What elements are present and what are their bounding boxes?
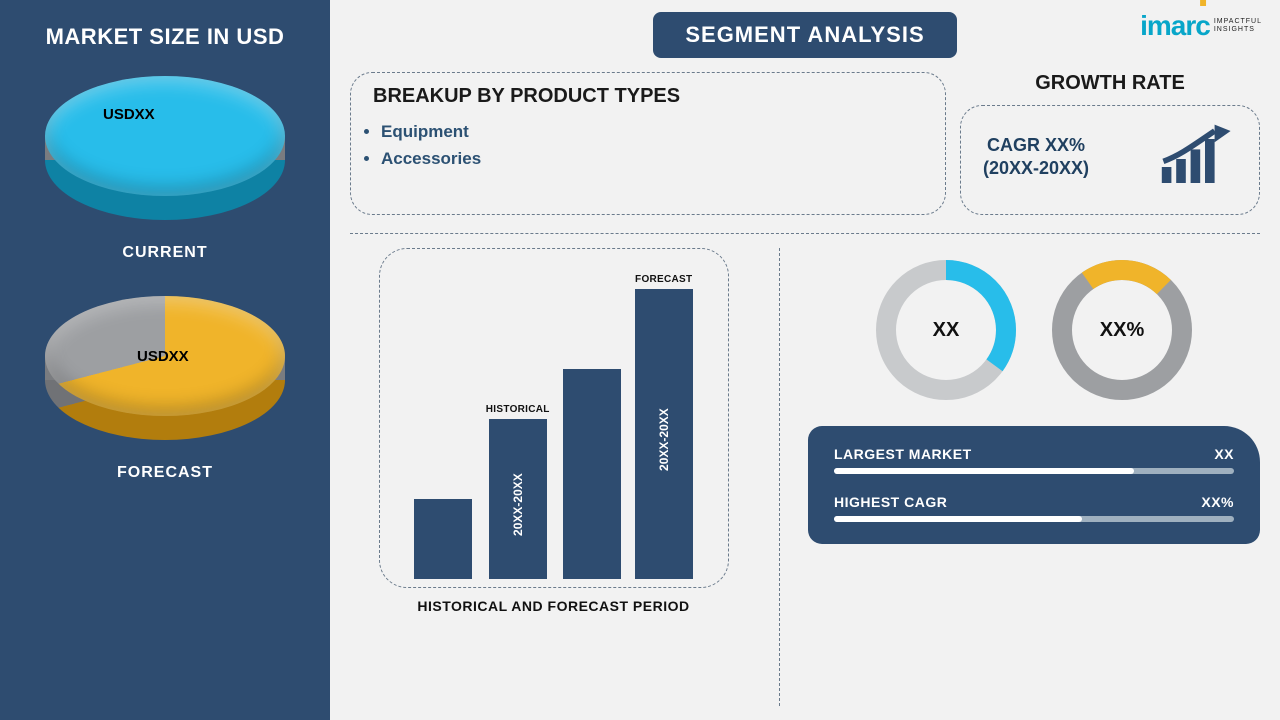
donut-d2: XX%	[1052, 260, 1192, 400]
bar-inlabel-3: 20XX-20XX	[657, 408, 671, 471]
bar-chart-pane: HISTORICAL 20XX-20XX FORECAST 20XX-20XX HIS…	[350, 248, 780, 706]
info-label-1: HIGHEST CAGR	[834, 494, 947, 510]
growth-line1: CAGR XX%	[983, 134, 1089, 157]
info-value-0: XX	[1214, 446, 1234, 462]
info-value-1: XX%	[1201, 494, 1234, 510]
pie-label-current: USDXX	[103, 106, 155, 123]
bar-toplabel-3: FORECAST	[635, 274, 692, 285]
logo-tagline: IMPACTFUL INSIGHTS	[1214, 18, 1262, 33]
divider-horizontal	[350, 233, 1260, 234]
row-bottom: HISTORICAL 20XX-20XX FORECAST 20XX-20XX HIS…	[350, 248, 1260, 706]
root: MARKET SIZE IN USD USDXX CURRENT USDXX FORE…	[0, 0, 1280, 720]
bar-0	[414, 499, 472, 579]
donut-label-d2: XX%	[1052, 260, 1192, 400]
breakup-item-1: Accessories	[381, 145, 923, 172]
bar-toplabel-1: HISTORICAL	[486, 404, 550, 415]
logo-tagline-1: IMPACTFUL	[1214, 18, 1262, 26]
section-title-pill: SEGMENT ANALYSIS	[653, 12, 956, 58]
pie-current: USDXX CURRENT	[12, 76, 318, 262]
donut-charts: XX XX%	[808, 260, 1260, 400]
logo-tagline-2: INSIGHTS	[1214, 26, 1262, 34]
pie-caption-current: CURRENT	[122, 244, 207, 262]
info-box: LARGEST MARKET XX HIGHEST CAGR XX%	[808, 426, 1260, 544]
info-track-1	[834, 516, 1234, 522]
donut-d1: XX	[876, 260, 1016, 400]
growth-arrow-icon	[1157, 120, 1237, 195]
bar-caption: HISTORICAL AND FORECAST PERIOD	[417, 598, 689, 614]
breakup-title: BREAKUP BY PRODUCT TYPES	[373, 85, 923, 108]
row-top: BREAKUP BY PRODUCT TYPES EquipmentAccess…	[350, 72, 1260, 215]
info-label-0: LARGEST MARKET	[834, 446, 972, 462]
growth-section: GROWTH RATE CAGR XX% (20XX-20XX)	[960, 72, 1260, 215]
growth-card: CAGR XX% (20XX-20XX)	[960, 105, 1260, 215]
growth-text: CAGR XX% (20XX-20XX)	[983, 134, 1089, 181]
bar-1: HISTORICAL 20XX-20XX	[486, 404, 550, 579]
breakup-card: BREAKUP BY PRODUCT TYPES EquipmentAccess…	[350, 72, 946, 215]
donut-label-d1: XX	[876, 260, 1016, 400]
sidebar-title: MARKET SIZE IN USD	[12, 24, 318, 50]
stats-pane: XX XX% LARGEST MARKET XX HIGHEST CAGR XX%	[780, 248, 1260, 706]
brand-logo: imarc. IMPACTFUL INSIGHTS	[1140, 10, 1262, 42]
pie-label-forecast: USDXX	[137, 348, 189, 365]
pie-charts-container: USDXX CURRENT USDXX FORECAST	[12, 76, 318, 482]
bar-3: FORECAST 20XX-20XX	[635, 274, 693, 579]
bar-inlabel-1: 20XX-20XX	[511, 473, 525, 536]
info-track-0	[834, 468, 1234, 474]
bar-chart: HISTORICAL 20XX-20XX FORECAST 20XX-20XX	[379, 248, 729, 588]
pie-forecast: USDXX FORECAST	[12, 296, 318, 482]
info-row-1: HIGHEST CAGR XX%	[834, 494, 1234, 522]
info-row-0: LARGEST MARKET XX	[834, 446, 1234, 474]
breakup-list: EquipmentAccessories	[373, 118, 923, 172]
pie-caption-forecast: FORECAST	[117, 464, 213, 482]
main-panel: imarc. IMPACTFUL INSIGHTS SEGMENT ANALYS…	[330, 0, 1280, 720]
bar-2	[563, 369, 621, 579]
sidebar-market-size: MARKET SIZE IN USD USDXX CURRENT USDXX FORE…	[0, 0, 330, 720]
growth-title: GROWTH RATE	[960, 72, 1260, 95]
logo-text: imarc.	[1140, 10, 1210, 42]
growth-line2: (20XX-20XX)	[983, 157, 1089, 180]
breakup-item-0: Equipment	[381, 118, 923, 145]
